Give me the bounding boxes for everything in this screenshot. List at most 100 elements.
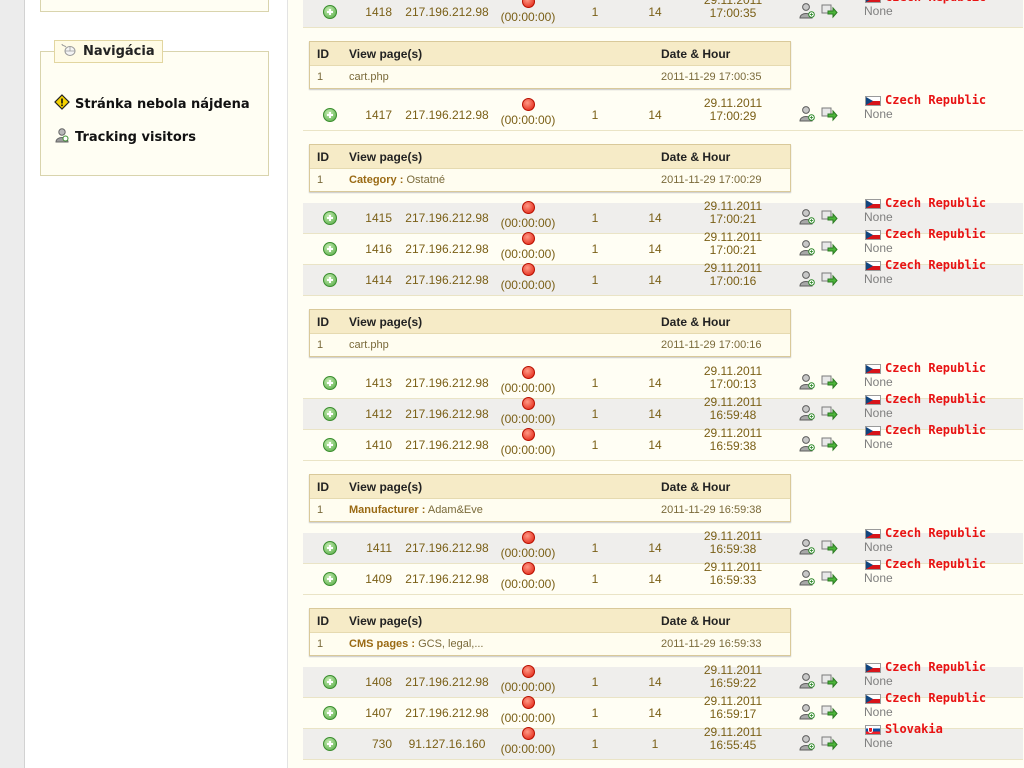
expand-row-icon[interactable] [323,242,337,256]
visitor-country: Slovakia [885,722,943,736]
visitor-details-icon[interactable] [799,208,816,225]
visitor-details-icon[interactable] [799,672,816,689]
visitor-ip: 217.196.212.98 [405,376,489,390]
pages-count: 1 [591,108,599,122]
visitor-ip: 217.196.212.98 [405,407,489,421]
detail-id: 1 [317,174,324,186]
expand-row-icon[interactable] [323,211,337,225]
visit-duration: (00:00:00) [500,742,556,756]
visit-duration: (00:00:00) [500,412,556,426]
visitor-details-icon[interactable] [799,538,816,555]
detail-page-type: Manufacturer : [349,504,426,516]
go-to-visitor-icon[interactable] [821,672,838,689]
expand-row-icon[interactable] [323,273,337,287]
go-to-visitor-icon[interactable] [821,703,838,720]
visitor-country: Czech Republic [885,423,987,437]
detail-header-pages: View page(s) [349,47,423,61]
visitor-country: Czech Republic [885,361,987,375]
detail-page: cart.php [349,339,389,351]
visitor-details-icon[interactable] [799,239,816,256]
expand-row-icon[interactable] [323,438,337,452]
visitor-referer: None [864,571,893,585]
visitor-country: Czech Republic [885,526,987,540]
visitor-id: 1417 [365,108,392,122]
expand-row-icon[interactable] [323,675,337,689]
table-row: 1415 217.196.212.98 (00:00:00) 1 14 29.11.201… [303,196,1023,234]
go-to-visitor-icon[interactable] [821,435,838,452]
country-flag-icon [865,694,881,704]
visitor-details-icon[interactable] [799,404,816,421]
table-row: 730 91.127.16.160 (00:00:00) 1 1 29.11.2011 16… [303,722,1023,760]
visitor-country: Czech Republic [885,258,987,272]
go-to-visitor-icon[interactable] [821,105,838,122]
visits-count: 14 [648,108,662,122]
navigation-title-text: Navigácia [83,44,155,59]
nav-link-tracking-visitors[interactable]: Tracking visitors [54,127,196,147]
visitor-referer: None [864,210,893,224]
offline-status-icon [522,201,535,214]
expand-row-icon[interactable] [323,541,337,555]
detail-id: 1 [317,339,324,351]
table-row: 1407 217.196.212.98 (00:00:00) 1 14 29.11.201… [303,691,1023,729]
go-to-visitor-icon[interactable] [821,239,838,256]
visits-count: 14 [648,541,662,555]
visitor-details-icon[interactable] [799,373,816,390]
go-to-visitor-icon[interactable] [821,2,838,19]
visit-time: 16:59:17 [709,707,757,721]
go-to-visitor-icon[interactable] [821,569,838,586]
expand-row-icon[interactable] [323,706,337,720]
visit-duration: (00:00:00) [500,10,556,24]
detail-header-pages: View page(s) [349,315,423,329]
visit-duration: (00:00:00) [500,577,556,591]
visit-time: 17:00:35 [709,6,757,20]
visitor-details-icon[interactable] [799,734,816,751]
visitor-details-icon[interactable] [799,435,816,452]
detail-header-pages: View page(s) [349,614,423,628]
visitor-country: Czech Republic [885,557,987,571]
expand-row-icon[interactable] [323,5,337,19]
pages-detail-table: ID View page(s) Date & Hour 1 CMS pages : GC… [309,608,791,656]
go-to-visitor-icon[interactable] [821,404,838,421]
visitor-referer: None [864,241,893,255]
go-to-visitor-icon[interactable] [821,270,838,287]
nav-link-label[interactable]: Stránka nebola nájdena [75,96,250,112]
go-to-visitor-icon[interactable] [821,208,838,225]
visitor-details-icon[interactable] [799,105,816,122]
visitor-details-icon[interactable] [799,703,816,720]
visit-datetime: 29.11.2011 17:00:35 [683,0,783,20]
visitor-ip: 91.127.16.160 [408,737,486,751]
pages-count: 1 [591,407,599,421]
visit-date: 29.11.2011 [703,395,763,409]
expand-row-icon[interactable] [323,108,337,122]
visitor-referer: None [864,437,893,451]
visitor-referer: None [864,705,893,719]
offline-status-icon [522,727,535,740]
visit-date: 29.11.2011 [703,663,763,677]
visitor-id: 1410 [365,438,392,452]
visitor-details-icon[interactable] [799,569,816,586]
visitor-details-icon[interactable] [799,2,816,19]
visitor-details-icon[interactable] [799,270,816,287]
pages-count: 1 [591,675,599,689]
visit-datetime: 29.11.2011 17:00:21 [683,200,783,226]
visit-datetime: 29.11.2011 16:59:22 [683,664,783,690]
visitor-id: 1416 [365,242,392,256]
nav-link-page-not-found[interactable]: Stránka nebola nájdena [54,94,250,114]
expand-row-icon[interactable] [323,407,337,421]
country-flag-icon [865,725,881,735]
offline-status-icon [522,428,535,441]
expand-row-icon[interactable] [323,572,337,586]
expand-row-icon[interactable] [323,737,337,751]
visitor-id: 1407 [365,706,392,720]
nav-link-label[interactable]: Tracking visitors [75,129,196,145]
detail-page: Category : Ostatné [349,174,445,186]
go-to-visitor-icon[interactable] [821,373,838,390]
visit-date: 29.11.2011 [703,199,763,213]
detail-header-id: ID [317,614,329,628]
go-to-visitor-icon[interactable] [821,538,838,555]
go-to-visitor-icon[interactable] [821,734,838,751]
detail-page-type: CMS pages : [349,638,416,650]
visits-count: 1 [651,737,659,751]
offline-status-icon [522,531,535,544]
expand-row-icon[interactable] [323,376,337,390]
